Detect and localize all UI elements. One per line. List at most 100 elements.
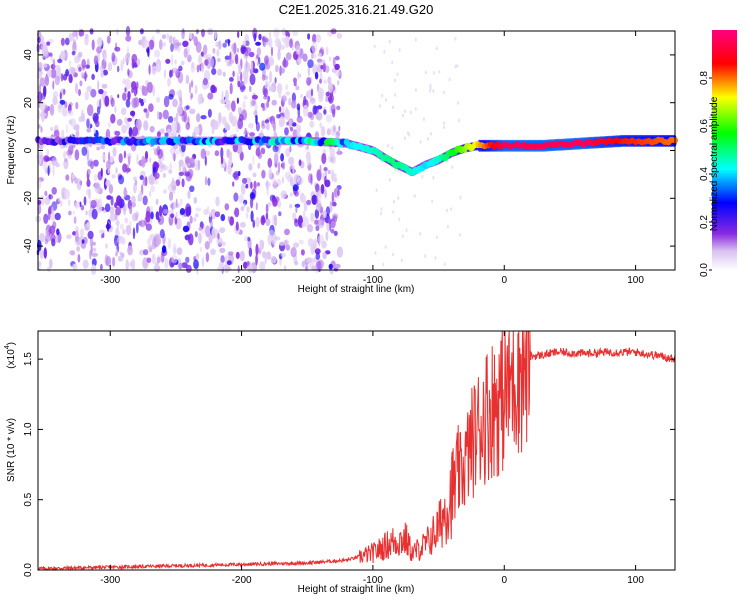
noise-blob bbox=[177, 104, 183, 116]
noise-blob bbox=[86, 85, 92, 93]
noise-blob bbox=[164, 132, 169, 137]
noise-blob bbox=[305, 92, 309, 98]
noise-blob bbox=[324, 65, 330, 73]
noise-blob bbox=[314, 248, 321, 255]
noise-blob bbox=[77, 51, 83, 58]
noise-blob bbox=[214, 150, 220, 157]
noise-blob bbox=[68, 73, 73, 84]
noise-blob bbox=[60, 73, 64, 82]
noise-blob bbox=[268, 86, 275, 92]
y-tick-label: 0.0 bbox=[23, 563, 34, 577]
noise-blob bbox=[145, 210, 151, 223]
noise-blob bbox=[158, 39, 163, 50]
noise-blob bbox=[323, 167, 328, 172]
noise-blob bbox=[165, 58, 171, 64]
noise-blob bbox=[325, 91, 330, 97]
noise-blob bbox=[291, 100, 297, 109]
noise-blob bbox=[179, 208, 185, 215]
snr-plot-area bbox=[38, 331, 675, 570]
noise-blob bbox=[91, 39, 95, 51]
noise-blob bbox=[396, 72, 399, 77]
noise-blob bbox=[80, 228, 85, 238]
noise-blob bbox=[95, 120, 100, 128]
noise-blob bbox=[72, 31, 78, 37]
noise-blob bbox=[74, 201, 80, 209]
noise-blob bbox=[301, 260, 305, 268]
noise-blob bbox=[242, 100, 246, 111]
noise-blob bbox=[238, 114, 244, 122]
noise-blob bbox=[112, 147, 117, 157]
noise-blob bbox=[166, 33, 169, 40]
noise-blob bbox=[253, 180, 257, 189]
noise-blob bbox=[324, 179, 331, 188]
noise-blob bbox=[321, 59, 326, 64]
noise-blob bbox=[297, 176, 304, 186]
noise-blob bbox=[278, 119, 285, 128]
snr-y-ticks: 0.0 0.5 1.0 1.5 bbox=[23, 352, 675, 577]
noise-blob bbox=[172, 177, 175, 188]
noise-blob bbox=[171, 67, 178, 74]
noise-blob bbox=[50, 233, 56, 242]
noise-blob bbox=[168, 35, 173, 44]
noise-blob bbox=[45, 157, 51, 162]
noise-blob bbox=[317, 52, 322, 57]
noise-blob bbox=[154, 162, 160, 169]
noise-blob bbox=[222, 71, 226, 77]
snr-line bbox=[37, 330, 676, 572]
noise-blob bbox=[132, 126, 139, 137]
noise-blob bbox=[171, 254, 178, 264]
noise-blob bbox=[220, 156, 224, 165]
noise-blob bbox=[141, 85, 145, 96]
noise-blob bbox=[68, 145, 74, 155]
noise-blob bbox=[114, 130, 121, 136]
noise-blob bbox=[99, 229, 106, 234]
colorbar-tick-label: 0.4 bbox=[699, 167, 710, 181]
noise-blob bbox=[295, 85, 300, 91]
noise-blob bbox=[333, 230, 338, 236]
noise-blob bbox=[134, 179, 138, 186]
noise-blob bbox=[430, 132, 432, 136]
noise-blob bbox=[317, 234, 324, 244]
noise-blob bbox=[110, 196, 114, 206]
noise-blob bbox=[125, 164, 130, 175]
noise-blob bbox=[271, 46, 273, 57]
noise-blob bbox=[245, 47, 252, 53]
noise-blob bbox=[292, 30, 299, 37]
noise-blob bbox=[435, 235, 438, 240]
noise-blob bbox=[50, 68, 57, 79]
noise-blob bbox=[204, 240, 210, 250]
x-tick-label: 100 bbox=[627, 275, 644, 286]
noise-blob bbox=[178, 175, 182, 180]
noise-blob bbox=[78, 66, 82, 72]
noise-blob bbox=[284, 228, 290, 236]
noise-blob bbox=[96, 46, 102, 54]
noise-blob bbox=[250, 210, 254, 223]
noise-blob bbox=[285, 84, 288, 91]
noise-blob bbox=[284, 171, 291, 180]
noise-blob bbox=[51, 187, 57, 195]
noise-blob bbox=[56, 228, 60, 236]
noise-blob bbox=[194, 231, 198, 238]
noise-blob bbox=[458, 118, 461, 123]
noise-blob bbox=[255, 41, 262, 46]
noise-blob bbox=[57, 58, 63, 64]
noise-blob bbox=[302, 53, 308, 62]
noise-blob bbox=[146, 238, 152, 245]
noise-blob bbox=[100, 144, 105, 150]
noise-blob bbox=[236, 47, 239, 53]
noise-blob bbox=[39, 77, 45, 87]
noise-blob bbox=[152, 85, 156, 97]
noise-blob bbox=[90, 199, 97, 209]
noise-blob bbox=[143, 98, 147, 104]
noise-blob bbox=[50, 55, 54, 62]
noise-blob bbox=[394, 78, 397, 83]
noise-blob bbox=[49, 104, 55, 116]
noise-blob bbox=[300, 93, 303, 99]
noise-blob bbox=[163, 208, 169, 215]
noise-blob bbox=[181, 262, 188, 269]
noise-blob bbox=[142, 177, 147, 186]
noise-blob bbox=[125, 35, 132, 42]
noise-blob bbox=[297, 58, 302, 65]
noise-blob bbox=[102, 69, 108, 76]
noise-blob bbox=[39, 232, 45, 243]
